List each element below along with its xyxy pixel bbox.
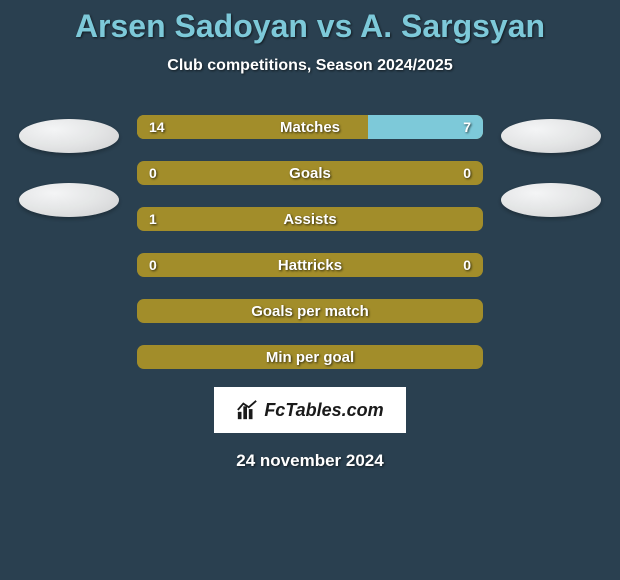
right-crest-column <box>501 115 601 217</box>
stat-bar-min-per-goal: Min per goal <box>137 345 483 369</box>
right-crest-2 <box>501 183 601 217</box>
stat-bar-assists: Assists1 <box>137 207 483 231</box>
left-crest-1 <box>19 119 119 153</box>
bars-icon <box>236 399 258 421</box>
infographic-date: 24 november 2024 <box>0 451 620 471</box>
stat-bar-matches: Matches147 <box>137 115 483 139</box>
page-subtitle: Club competitions, Season 2024/2025 <box>0 57 620 75</box>
fctables-logo: FcTables.com <box>214 387 405 433</box>
bar-segment-right <box>368 115 483 139</box>
bar-segment-left <box>137 161 483 185</box>
stat-bars: Matches147 Goals00 Assists1 Hattricks00 Goal… <box>137 115 483 369</box>
left-crest-column <box>19 115 119 217</box>
left-crest-2 <box>19 183 119 217</box>
stat-bar-hattricks: Hattricks00 <box>137 253 483 277</box>
stat-bar-goals-per-match: Goals per match <box>137 299 483 323</box>
logo-wrap: FcTables.com <box>0 387 620 433</box>
page-title: Arsen Sadoyan vs A. Sargsyan <box>0 8 620 45</box>
right-crest-1 <box>501 119 601 153</box>
bar-segment-left <box>137 345 483 369</box>
stat-bar-goals: Goals00 <box>137 161 483 185</box>
bar-segment-left <box>137 207 483 231</box>
logo-text: FcTables.com <box>264 400 383 421</box>
stats-area: Matches147 Goals00 Assists1 Hattricks00 Goal… <box>0 115 620 369</box>
bar-segment-left <box>137 115 368 139</box>
comparison-infographic: Arsen Sadoyan vs A. Sargsyan Club compet… <box>0 0 620 471</box>
bar-segment-left <box>137 299 483 323</box>
bar-segment-left <box>137 253 483 277</box>
